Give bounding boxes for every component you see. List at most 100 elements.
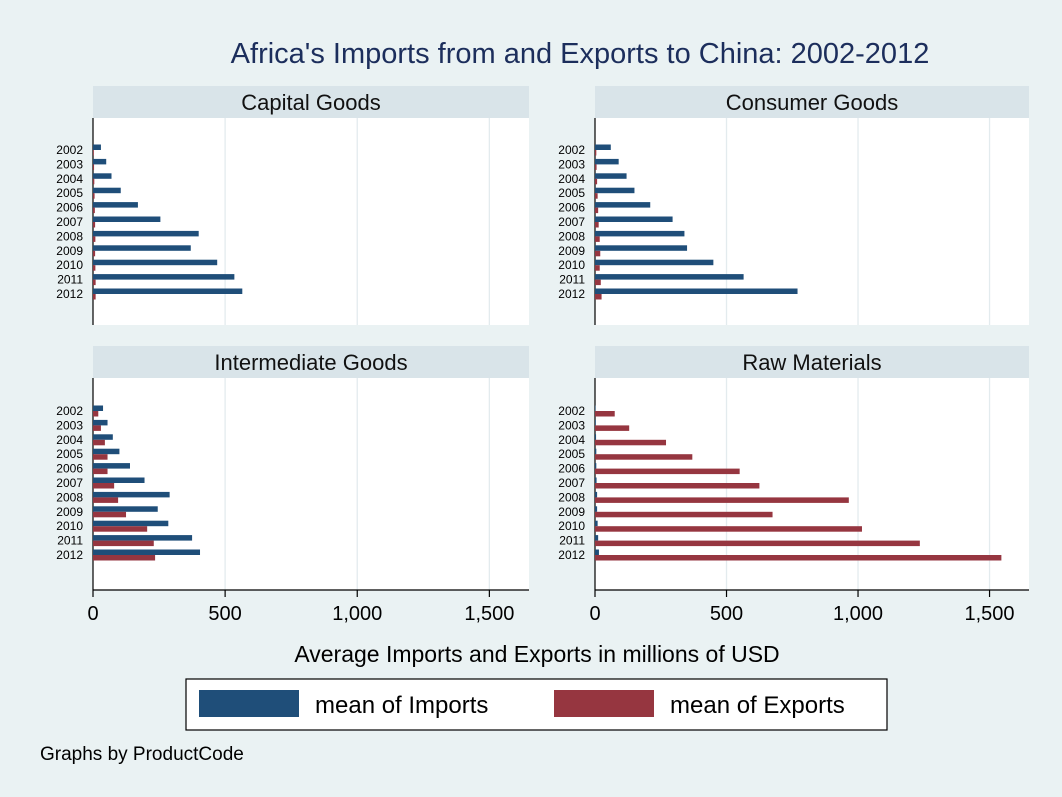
import-bar xyxy=(93,158,107,165)
export-bar xyxy=(93,555,156,561)
category-label: 2008 xyxy=(558,490,585,504)
category-label: 2010 xyxy=(56,258,83,272)
import-bar xyxy=(93,288,243,294)
import-bar xyxy=(93,419,108,426)
export-bar xyxy=(93,425,101,431)
category-label: 2006 xyxy=(558,201,585,215)
category-label: 2004 xyxy=(56,172,83,186)
category-label: 2008 xyxy=(56,229,83,243)
import-bar xyxy=(595,288,798,294)
x-tick-label: 500 xyxy=(208,603,241,625)
export-bar xyxy=(93,236,96,242)
export-bar xyxy=(93,526,148,532)
category-label: 2005 xyxy=(56,186,83,200)
category-label: 2005 xyxy=(558,447,585,461)
category-label: 2003 xyxy=(56,418,83,432)
export-bar xyxy=(595,483,760,489)
import-bar xyxy=(595,259,714,266)
category-label: 2006 xyxy=(558,462,585,476)
plot-area xyxy=(93,378,529,590)
import-bar xyxy=(595,549,599,555)
import-bar xyxy=(93,230,199,237)
panel-header xyxy=(595,86,1029,118)
category-label: 2007 xyxy=(558,476,585,490)
import-bar xyxy=(93,245,191,251)
chart-title: Africa's Imports from and Exports to Chi… xyxy=(231,38,930,70)
x-tick-label: 1,000 xyxy=(332,603,382,625)
import-bar xyxy=(93,202,138,208)
category-label: 2008 xyxy=(558,229,585,243)
category-label: 2010 xyxy=(56,519,83,533)
category-label: 2003 xyxy=(558,418,585,432)
category-label: 2002 xyxy=(558,404,585,418)
panel-header xyxy=(93,86,529,118)
panel-title: Consumer Goods xyxy=(726,90,898,115)
export-bar xyxy=(93,540,154,547)
footer-note: Graphs by ProductCode xyxy=(40,744,244,765)
export-bar xyxy=(93,511,127,518)
import-bar xyxy=(93,216,161,222)
category-label: 2009 xyxy=(56,505,83,519)
import-bar xyxy=(595,520,598,527)
export-bar xyxy=(93,454,108,460)
export-bar xyxy=(595,497,849,503)
import-bar xyxy=(93,173,112,179)
export-bar xyxy=(595,411,615,417)
export-bar xyxy=(595,540,920,547)
import-bar xyxy=(93,405,104,411)
category-label: 2011 xyxy=(559,273,585,287)
import-bar xyxy=(93,477,145,483)
import-bar xyxy=(93,535,193,541)
panel-header xyxy=(93,346,529,378)
x-tick-label: 0 xyxy=(589,603,600,625)
export-bar xyxy=(93,222,96,228)
import-bar xyxy=(595,216,673,222)
import-bar xyxy=(595,245,688,251)
export-bar xyxy=(93,150,94,156)
import-bar xyxy=(93,448,120,455)
category-label: 2007 xyxy=(56,215,83,229)
category-label: 2011 xyxy=(57,534,83,548)
export-bar xyxy=(93,164,95,170)
import-bar xyxy=(595,477,597,483)
export-bar xyxy=(595,222,599,228)
import-bar xyxy=(595,144,611,150)
export-bar xyxy=(595,454,693,460)
export-bar xyxy=(93,178,95,185)
category-label: 2009 xyxy=(558,244,585,258)
category-label: 2012 xyxy=(56,287,83,301)
export-bar xyxy=(595,178,598,185)
import-bar xyxy=(595,434,597,440)
x-tick-label: 500 xyxy=(710,603,743,625)
export-bar xyxy=(595,511,773,518)
legend-label-imports: mean of Imports xyxy=(315,692,488,719)
import-bar xyxy=(595,230,685,237)
import-bar xyxy=(93,259,218,266)
category-label: 2009 xyxy=(558,505,585,519)
category-label: 2005 xyxy=(56,447,83,461)
legend-label-exports: mean of Exports xyxy=(670,692,845,719)
import-bar xyxy=(93,506,158,512)
panel-title: Raw Materials xyxy=(742,350,881,375)
export-bar xyxy=(93,497,119,503)
category-label: 2004 xyxy=(558,433,585,447)
import-bar xyxy=(595,274,744,280)
export-bar xyxy=(595,294,602,300)
import-bar xyxy=(595,202,651,208)
category-label: 2007 xyxy=(56,476,83,490)
export-bar xyxy=(93,411,99,417)
category-label: 2002 xyxy=(558,143,585,157)
export-bar xyxy=(595,526,862,532)
legend-swatch-imports xyxy=(199,690,299,717)
export-bar xyxy=(93,193,95,199)
export-bar xyxy=(93,250,96,257)
import-bar xyxy=(595,158,619,165)
export-bar xyxy=(595,425,630,431)
category-label: 2003 xyxy=(56,157,83,171)
category-label: 2006 xyxy=(56,201,83,215)
category-label: 2005 xyxy=(558,186,585,200)
category-label: 2002 xyxy=(56,404,83,418)
x-tick-label: 1,000 xyxy=(833,603,883,625)
